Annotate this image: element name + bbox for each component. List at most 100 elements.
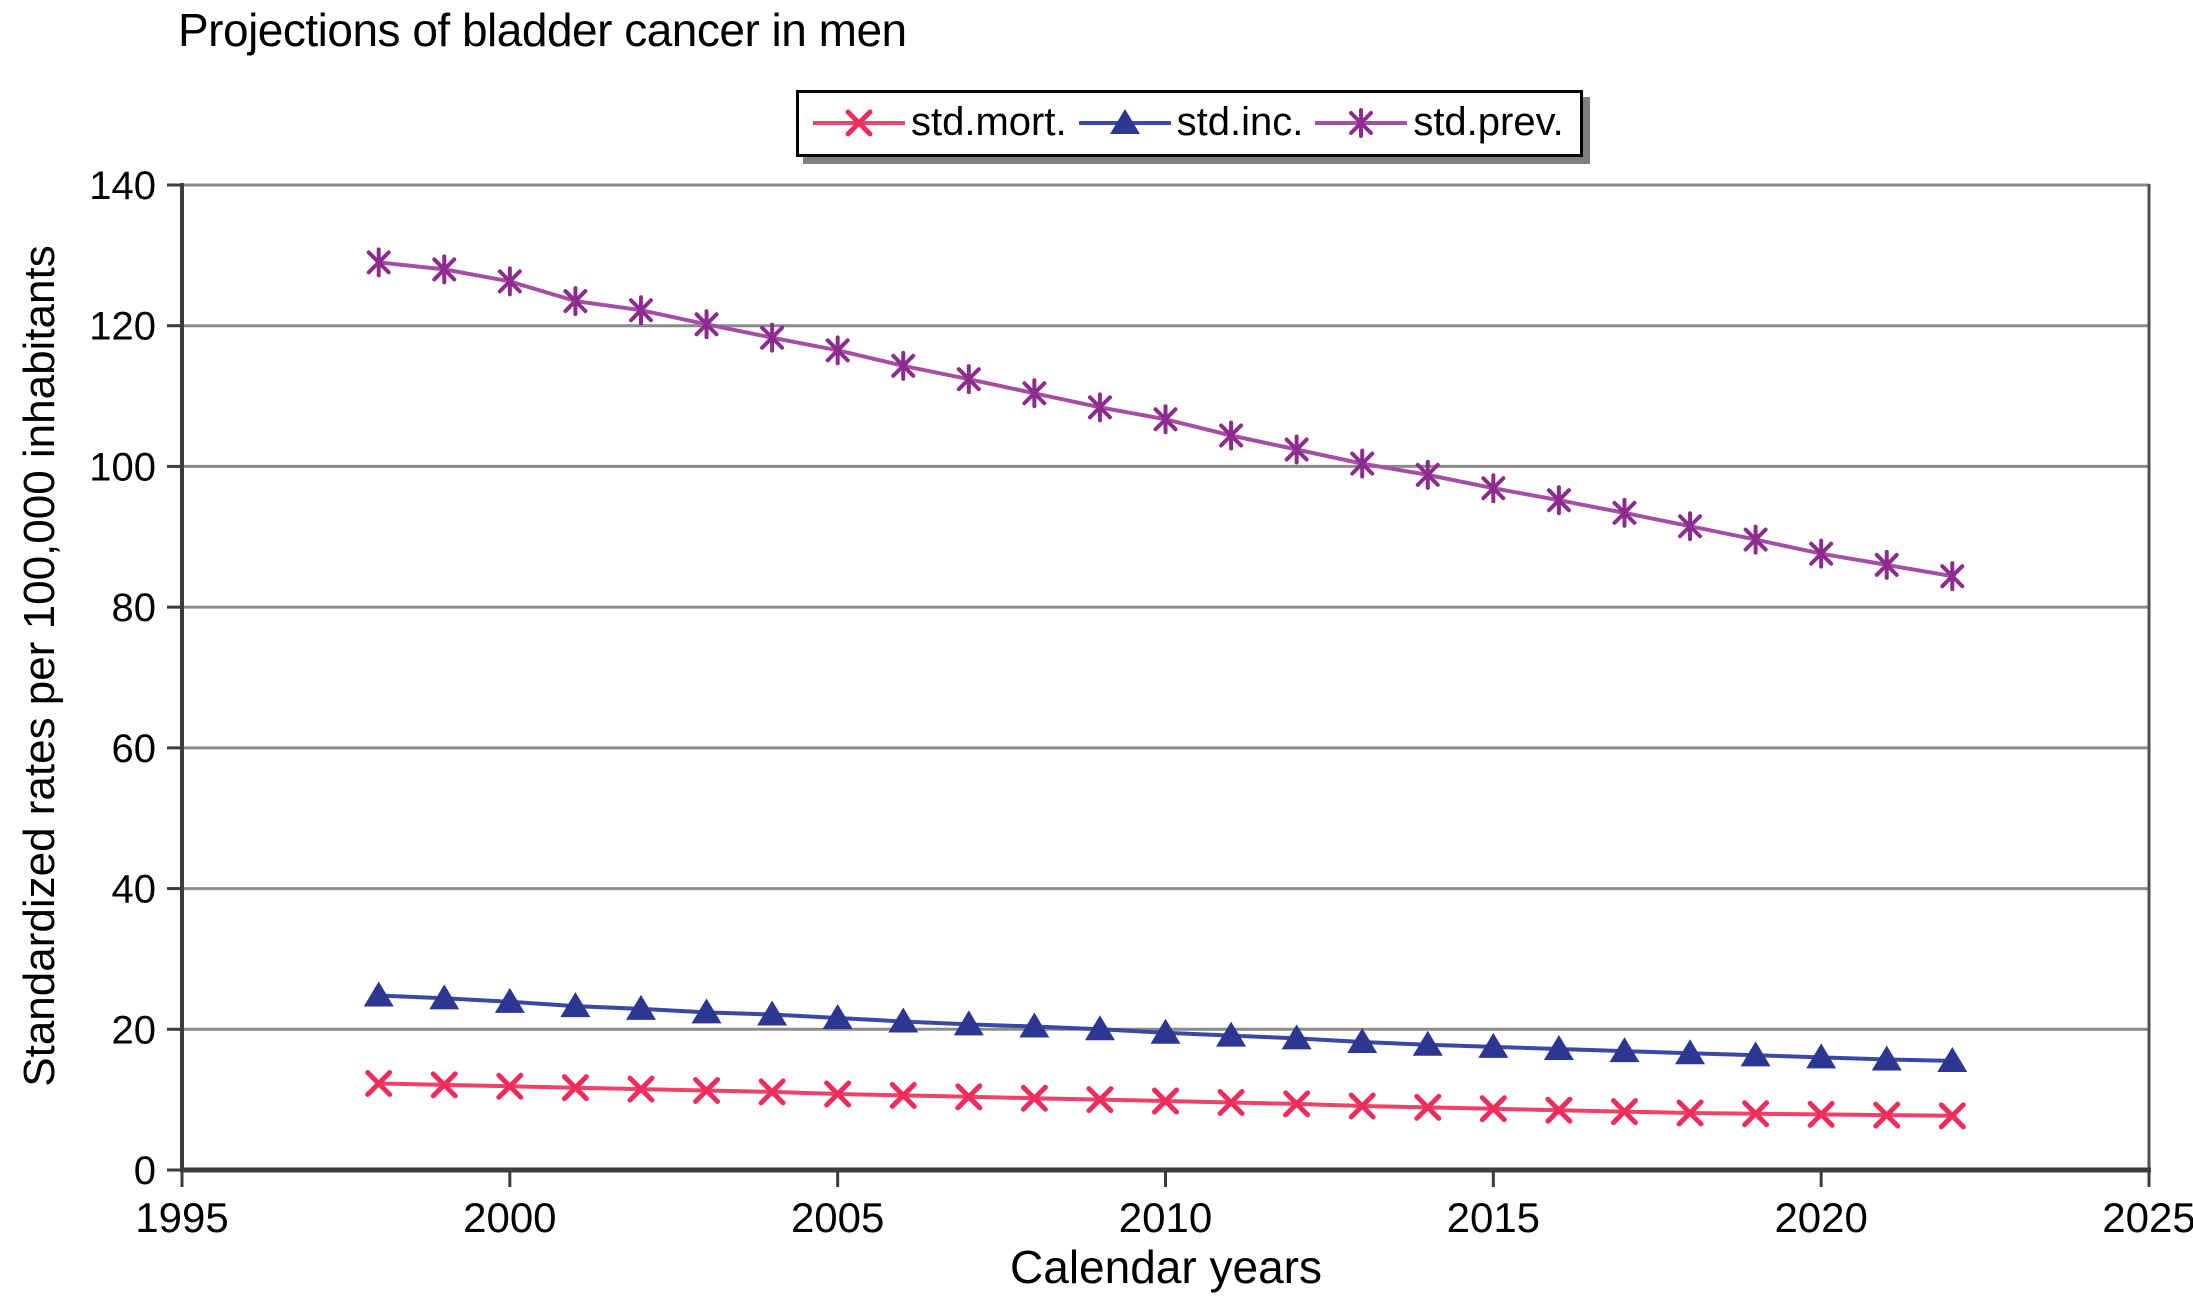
legend-item-std-mort: std.mort. [811, 100, 1067, 145]
y-tick-label-100: 100 [89, 445, 156, 489]
marker-std-prev-2022 [1940, 561, 1965, 592]
line-triangle-marker-icon [1078, 108, 1171, 134]
y-tick-label-60: 60 [112, 727, 157, 771]
marker-std-mort-2017 [1610, 1098, 1638, 1126]
marker-std-inc-2008 [1019, 1012, 1050, 1038]
marker-std-prev-2010 [1153, 404, 1178, 435]
marker-std-inc-2006 [888, 1007, 919, 1033]
chart-title: Projections of bladder cancer in men [178, 4, 907, 56]
marker-std-inc-2015 [1478, 1032, 1509, 1058]
marker-std-inc-2020 [1806, 1043, 1837, 1069]
marker-std-inc-2010 [1150, 1018, 1181, 1044]
marker-std-inc-2011 [1216, 1021, 1247, 1047]
marker-std-mort-2005 [824, 1080, 852, 1108]
x-tick-label-2005: 2005 [791, 1194, 884, 1241]
y-tick-label-120: 120 [89, 305, 156, 349]
marker-std-inc-2005 [822, 1004, 853, 1030]
marker-std-prev-2020 [1809, 538, 1834, 569]
y-tick-label-80: 80 [112, 586, 157, 630]
line-x-marker-icon [813, 109, 905, 136]
marker-std-prev-2011 [1219, 420, 1244, 451]
marker-std-mort-2000 [496, 1072, 524, 1100]
marker-std-inc-2009 [1084, 1015, 1115, 1041]
marker-std-mort-2009 [1086, 1086, 1114, 1114]
marker-std-mort-1998 [365, 1069, 393, 1097]
marker-std-inc-2022 [1937, 1046, 1968, 1072]
series-std-mort [365, 1069, 1966, 1130]
marker-std-inc-1999 [429, 984, 460, 1010]
y-tick-label-20: 20 [112, 1008, 157, 1052]
marker-std-prev-1999 [432, 254, 457, 285]
marker-std-mort-2014 [1414, 1093, 1442, 1121]
marker-std-mort-2021 [1873, 1101, 1901, 1129]
line-asterisk-marker-icon [1315, 107, 1408, 138]
marker-std-inc-2013 [1347, 1027, 1378, 1053]
marker-std-inc-2012 [1281, 1024, 1312, 1050]
marker-std-mort-2010 [1152, 1087, 1179, 1115]
marker-std-inc-2016 [1543, 1034, 1574, 1060]
x-tick-label-2020: 2020 [1774, 1194, 1867, 1241]
x-tick-label-1995: 1995 [135, 1194, 228, 1241]
marker-std-mort-2002 [627, 1075, 655, 1103]
marker-std-inc-2004 [757, 1000, 788, 1026]
marker-std-prev-2013 [1350, 448, 1375, 479]
marker-std-mort-2003 [693, 1076, 721, 1104]
marker-std-prev-2006 [891, 350, 916, 381]
marker-std-prev-2009 [1087, 392, 1112, 423]
legend-item-std-prev: std.prev. [1313, 100, 1564, 145]
marker-std-mort-2007 [955, 1083, 983, 1111]
marker-std-inc-2001 [560, 992, 591, 1018]
marker-std-mort-1999 [430, 1071, 458, 1099]
y-tick-label-0: 0 [134, 1149, 156, 1193]
marker-std-mort-2013 [1348, 1092, 1376, 1120]
series-std-inc [363, 981, 1968, 1072]
marker-std-mort-2016 [1545, 1096, 1573, 1124]
marker-std-inc-2017 [1609, 1037, 1640, 1063]
marker-std-inc-2002 [625, 994, 656, 1020]
legend: std.mort. std.inc. std.prev. [796, 90, 1583, 157]
marker-std-mort-2001 [561, 1074, 589, 1102]
marker-std-prev-2019 [1743, 524, 1768, 555]
marker-std-mort-2015 [1479, 1095, 1507, 1123]
marker-std-inc-2021 [1871, 1045, 1902, 1071]
marker-std-prev-2016 [1546, 485, 1571, 516]
marker-std-mort-2019 [1742, 1100, 1770, 1128]
marker-std-prev-2004 [760, 322, 785, 353]
legend-label-std-inc: std.inc. [1176, 100, 1304, 144]
marker-std-inc-2007 [953, 1010, 984, 1036]
marker-std-prev-2000 [497, 266, 522, 297]
marker-std-inc-2000 [494, 987, 525, 1013]
marker-std-prev-2012 [1284, 434, 1309, 465]
marker-std-prev-2008 [1022, 378, 1047, 409]
x-tick-label-2000: 2000 [463, 1194, 556, 1241]
marker-std-prev-2001 [563, 286, 588, 317]
legend-label-std-mort: std.mort. [911, 100, 1067, 144]
marker-std-inc-2019 [1740, 1041, 1771, 1067]
marker-std-prev-2018 [1678, 511, 1703, 542]
marker-std-mort-2020 [1807, 1100, 1835, 1128]
marker-std-prev-2007 [956, 364, 981, 395]
marker-std-prev-1998 [366, 247, 391, 278]
marker-std-prev-2014 [1415, 459, 1440, 490]
x-tick-label-2025: 2025 [2102, 1194, 2193, 1241]
legend-marker-sample [845, 109, 873, 136]
marker-std-prev-2005 [825, 335, 850, 366]
marker-std-mort-2022 [1938, 1102, 1966, 1130]
marker-std-prev-2021 [1874, 549, 1899, 580]
marker-std-mort-2012 [1283, 1090, 1311, 1118]
marker-std-prev-2017 [1612, 497, 1637, 528]
marker-std-prev-2015 [1481, 473, 1506, 504]
marker-std-mort-2004 [758, 1078, 786, 1106]
marker-std-mort-2006 [889, 1081, 917, 1109]
x-tick-label-2010: 2010 [1119, 1194, 1212, 1241]
legend-label-std-prev: std.prev. [1413, 100, 1564, 144]
legend-item-std-inc: std.inc. [1077, 100, 1304, 145]
marker-std-prev-2003 [694, 309, 719, 340]
marker-std-inc-2003 [691, 998, 722, 1024]
y-tick-label-140: 140 [89, 164, 156, 208]
x-tick-label-2015: 2015 [1447, 1194, 1540, 1241]
marker-std-mort-2011 [1217, 1088, 1245, 1116]
marker-std-inc-2014 [1412, 1030, 1443, 1056]
